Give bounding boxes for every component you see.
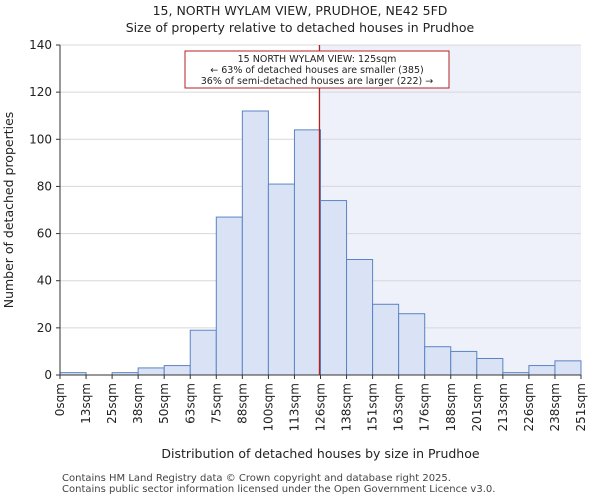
y-tick-label: 0 xyxy=(44,368,52,382)
x-tick-label: 213sqm xyxy=(496,383,510,431)
x-tick-label: 238sqm xyxy=(548,383,562,431)
footer-licence: Contains public sector information licen… xyxy=(62,484,496,495)
annotation-text: 36% of semi-detached houses are larger (… xyxy=(201,76,434,87)
y-tick-label: 80 xyxy=(37,179,52,193)
y-tick-label: 100 xyxy=(29,132,52,146)
footer-copyright: Contains HM Land Registry data © Crown c… xyxy=(62,473,451,484)
histogram-bar xyxy=(137,367,165,376)
x-tick-label: 226sqm xyxy=(522,383,536,431)
histogram-bar xyxy=(398,313,426,376)
x-tick-label: 151sqm xyxy=(366,383,380,431)
histogram-bar xyxy=(372,303,400,376)
histogram-bar xyxy=(346,259,374,376)
x-tick-label: 163sqm xyxy=(392,383,406,431)
x-axis-title: Distribution of detached houses by size … xyxy=(161,446,479,461)
histogram-bar xyxy=(450,350,478,376)
histogram-bar xyxy=(189,329,217,376)
x-tick-label: 113sqm xyxy=(287,383,301,431)
y-axis-title: Number of detached properties xyxy=(1,112,16,309)
annotation-text: 15 NORTH WYLAM VIEW: 125sqm xyxy=(238,54,397,65)
x-tick-label: 25sqm xyxy=(105,383,119,424)
x-tick-label: 251sqm xyxy=(574,383,588,431)
histogram-bar xyxy=(320,200,348,376)
histogram-bar xyxy=(476,358,504,376)
x-tick-label: 0sqm xyxy=(53,383,67,416)
histogram-bar xyxy=(163,365,191,376)
histogram-bar xyxy=(424,346,452,376)
histogram-bar xyxy=(528,365,556,376)
x-tick-label: 100sqm xyxy=(261,383,275,431)
y-tick-label: 40 xyxy=(37,274,52,288)
x-tick-label: 38sqm xyxy=(131,383,145,424)
chart-title: 15, NORTH WYLAM VIEW, PRUDHOE, NE42 5FD xyxy=(152,3,448,18)
histogram-bar xyxy=(554,360,582,376)
histogram-bar xyxy=(241,110,269,376)
x-tick-label: 176sqm xyxy=(418,383,432,431)
y-tick-label: 60 xyxy=(37,227,52,241)
x-tick-label: 188sqm xyxy=(444,383,458,431)
chart-subtitle: Size of property relative to detached ho… xyxy=(125,20,475,35)
x-tick-label: 201sqm xyxy=(470,383,484,431)
annotation-box xyxy=(184,50,450,89)
x-tick-label: 138sqm xyxy=(340,383,354,431)
x-tick-label: 88sqm xyxy=(235,383,249,424)
histogram-bar xyxy=(215,216,243,376)
y-tick-label: 20 xyxy=(37,321,52,335)
y-tick-label: 140 xyxy=(29,38,52,52)
x-tick-label: 50sqm xyxy=(157,383,171,424)
histogram-bar xyxy=(267,183,295,376)
x-tick-label: 75sqm xyxy=(209,383,223,424)
annotation-text: ← 63% of detached houses are smaller (38… xyxy=(210,65,423,76)
x-tick-label: 13sqm xyxy=(79,383,93,424)
x-tick-label: 63sqm xyxy=(183,383,197,424)
x-tick-label: 126sqm xyxy=(314,383,328,431)
y-tick-label: 120 xyxy=(29,85,52,99)
histogram-bar xyxy=(293,129,322,376)
